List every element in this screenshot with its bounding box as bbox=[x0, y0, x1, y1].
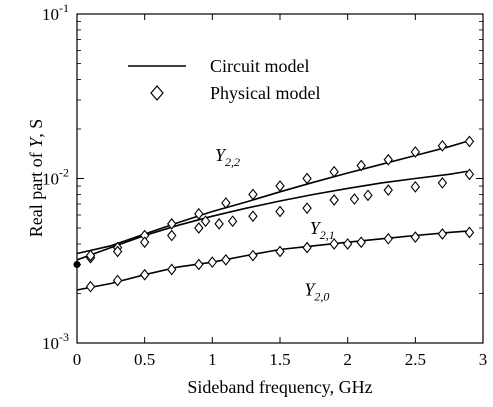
curve-label-Y21: Y2,1 bbox=[310, 218, 335, 242]
point-Y20-5 bbox=[207, 256, 218, 269]
x-tick-label-0: 0 bbox=[73, 350, 82, 369]
point-Y21-2 bbox=[139, 236, 150, 249]
y-axis-title-suffix: , S bbox=[26, 119, 46, 138]
y-axis-title-prefix: Real part of bbox=[26, 148, 46, 237]
point-Y21-5 bbox=[200, 215, 211, 228]
point-Y20-14 bbox=[410, 231, 421, 244]
point-Y20-11 bbox=[342, 238, 353, 250]
point-Y20-0 bbox=[85, 280, 96, 293]
curve-label-Y20: Y2,0 bbox=[304, 279, 329, 303]
point-Y20-1 bbox=[112, 274, 123, 287]
point-Y21-7 bbox=[227, 215, 238, 228]
point-Y21-11 bbox=[329, 194, 339, 206]
point-Y20-7 bbox=[248, 249, 258, 262]
point-Y22-13 bbox=[437, 139, 448, 152]
point-Y22-8 bbox=[302, 172, 312, 185]
y-tick-label-1: 10-2 bbox=[42, 166, 69, 189]
y-axis-title-var: Y bbox=[26, 136, 46, 148]
x-tick-label-6: 3 bbox=[479, 350, 488, 369]
curve-labels: Y2,2 Y2,1 Y2,0 bbox=[215, 145, 335, 303]
point-Y22-4 bbox=[194, 207, 204, 220]
point-Y20-9 bbox=[302, 241, 312, 254]
point-Y22-11 bbox=[383, 153, 393, 166]
point-Y20-12 bbox=[356, 236, 366, 249]
legend: Circuit model Physical model bbox=[128, 56, 321, 103]
point-Y21-12 bbox=[349, 193, 360, 205]
point-Y20-2 bbox=[139, 268, 150, 281]
point-Y22-5 bbox=[221, 197, 231, 209]
x-tick-label-2: 1 bbox=[208, 350, 217, 369]
series-line-Y20 bbox=[76, 230, 470, 291]
point-Y22-10 bbox=[356, 159, 366, 172]
point-Y21-14 bbox=[383, 184, 393, 196]
point-Y22-9 bbox=[329, 165, 339, 178]
point-Y21-13 bbox=[363, 189, 373, 202]
series-line-Y21 bbox=[76, 170, 470, 261]
y-tick-label-2: 10-1 bbox=[42, 1, 69, 24]
point-Y21-3 bbox=[167, 229, 177, 242]
point-Y20-6 bbox=[221, 254, 231, 266]
point-Y21-1 bbox=[112, 245, 123, 258]
legend-label-physical: Physical model bbox=[210, 83, 321, 103]
ticks: 0 0.5 1 1.5 2 2.5 3 10-3 10-2 10-1 bbox=[42, 1, 487, 369]
x-tick-label-4: 2 bbox=[343, 350, 352, 369]
x-axis-title: Sideband frequency, GHz bbox=[187, 377, 372, 397]
point-Y20-16 bbox=[464, 226, 475, 239]
x-tick-label-3: 1.5 bbox=[269, 350, 290, 369]
point-Y21-10 bbox=[302, 202, 312, 215]
markers-layer bbox=[73, 135, 475, 293]
point-Y21-8 bbox=[248, 210, 258, 223]
point-Y20-3 bbox=[167, 263, 177, 276]
series-layer bbox=[76, 139, 470, 291]
point-Y22-3 bbox=[167, 217, 177, 230]
point-Y22-7 bbox=[275, 180, 285, 192]
y-tick-label-0: 10-3 bbox=[42, 330, 69, 353]
x-tick-label-5: 2.5 bbox=[405, 350, 426, 369]
point-Y20-4 bbox=[194, 258, 204, 271]
point-Y21-0 bbox=[85, 249, 96, 262]
point-Y21-9 bbox=[275, 205, 285, 218]
x-tick-label-1: 0.5 bbox=[134, 350, 155, 369]
point-Y20-10 bbox=[329, 238, 339, 250]
origin-marker bbox=[73, 261, 81, 269]
point-Y22-12 bbox=[410, 146, 421, 158]
point-Y20-13 bbox=[383, 232, 393, 245]
legend-diamond-marker bbox=[150, 85, 164, 101]
point-Y21-16 bbox=[437, 177, 448, 189]
point-Y22-6 bbox=[248, 188, 258, 201]
y-axis-title: Real part of Y, S bbox=[26, 119, 46, 238]
curve-label-Y22: Y2,2 bbox=[215, 145, 240, 169]
point-Y21-4 bbox=[194, 222, 204, 234]
point-Y21-6 bbox=[214, 217, 224, 230]
point-Y20-8 bbox=[275, 245, 285, 258]
point-Y21-15 bbox=[410, 180, 421, 193]
point-Y22-14 bbox=[464, 135, 475, 148]
point-Y20-15 bbox=[437, 228, 448, 240]
point-Y21-17 bbox=[464, 168, 475, 181]
legend-label-circuit: Circuit model bbox=[210, 56, 309, 76]
